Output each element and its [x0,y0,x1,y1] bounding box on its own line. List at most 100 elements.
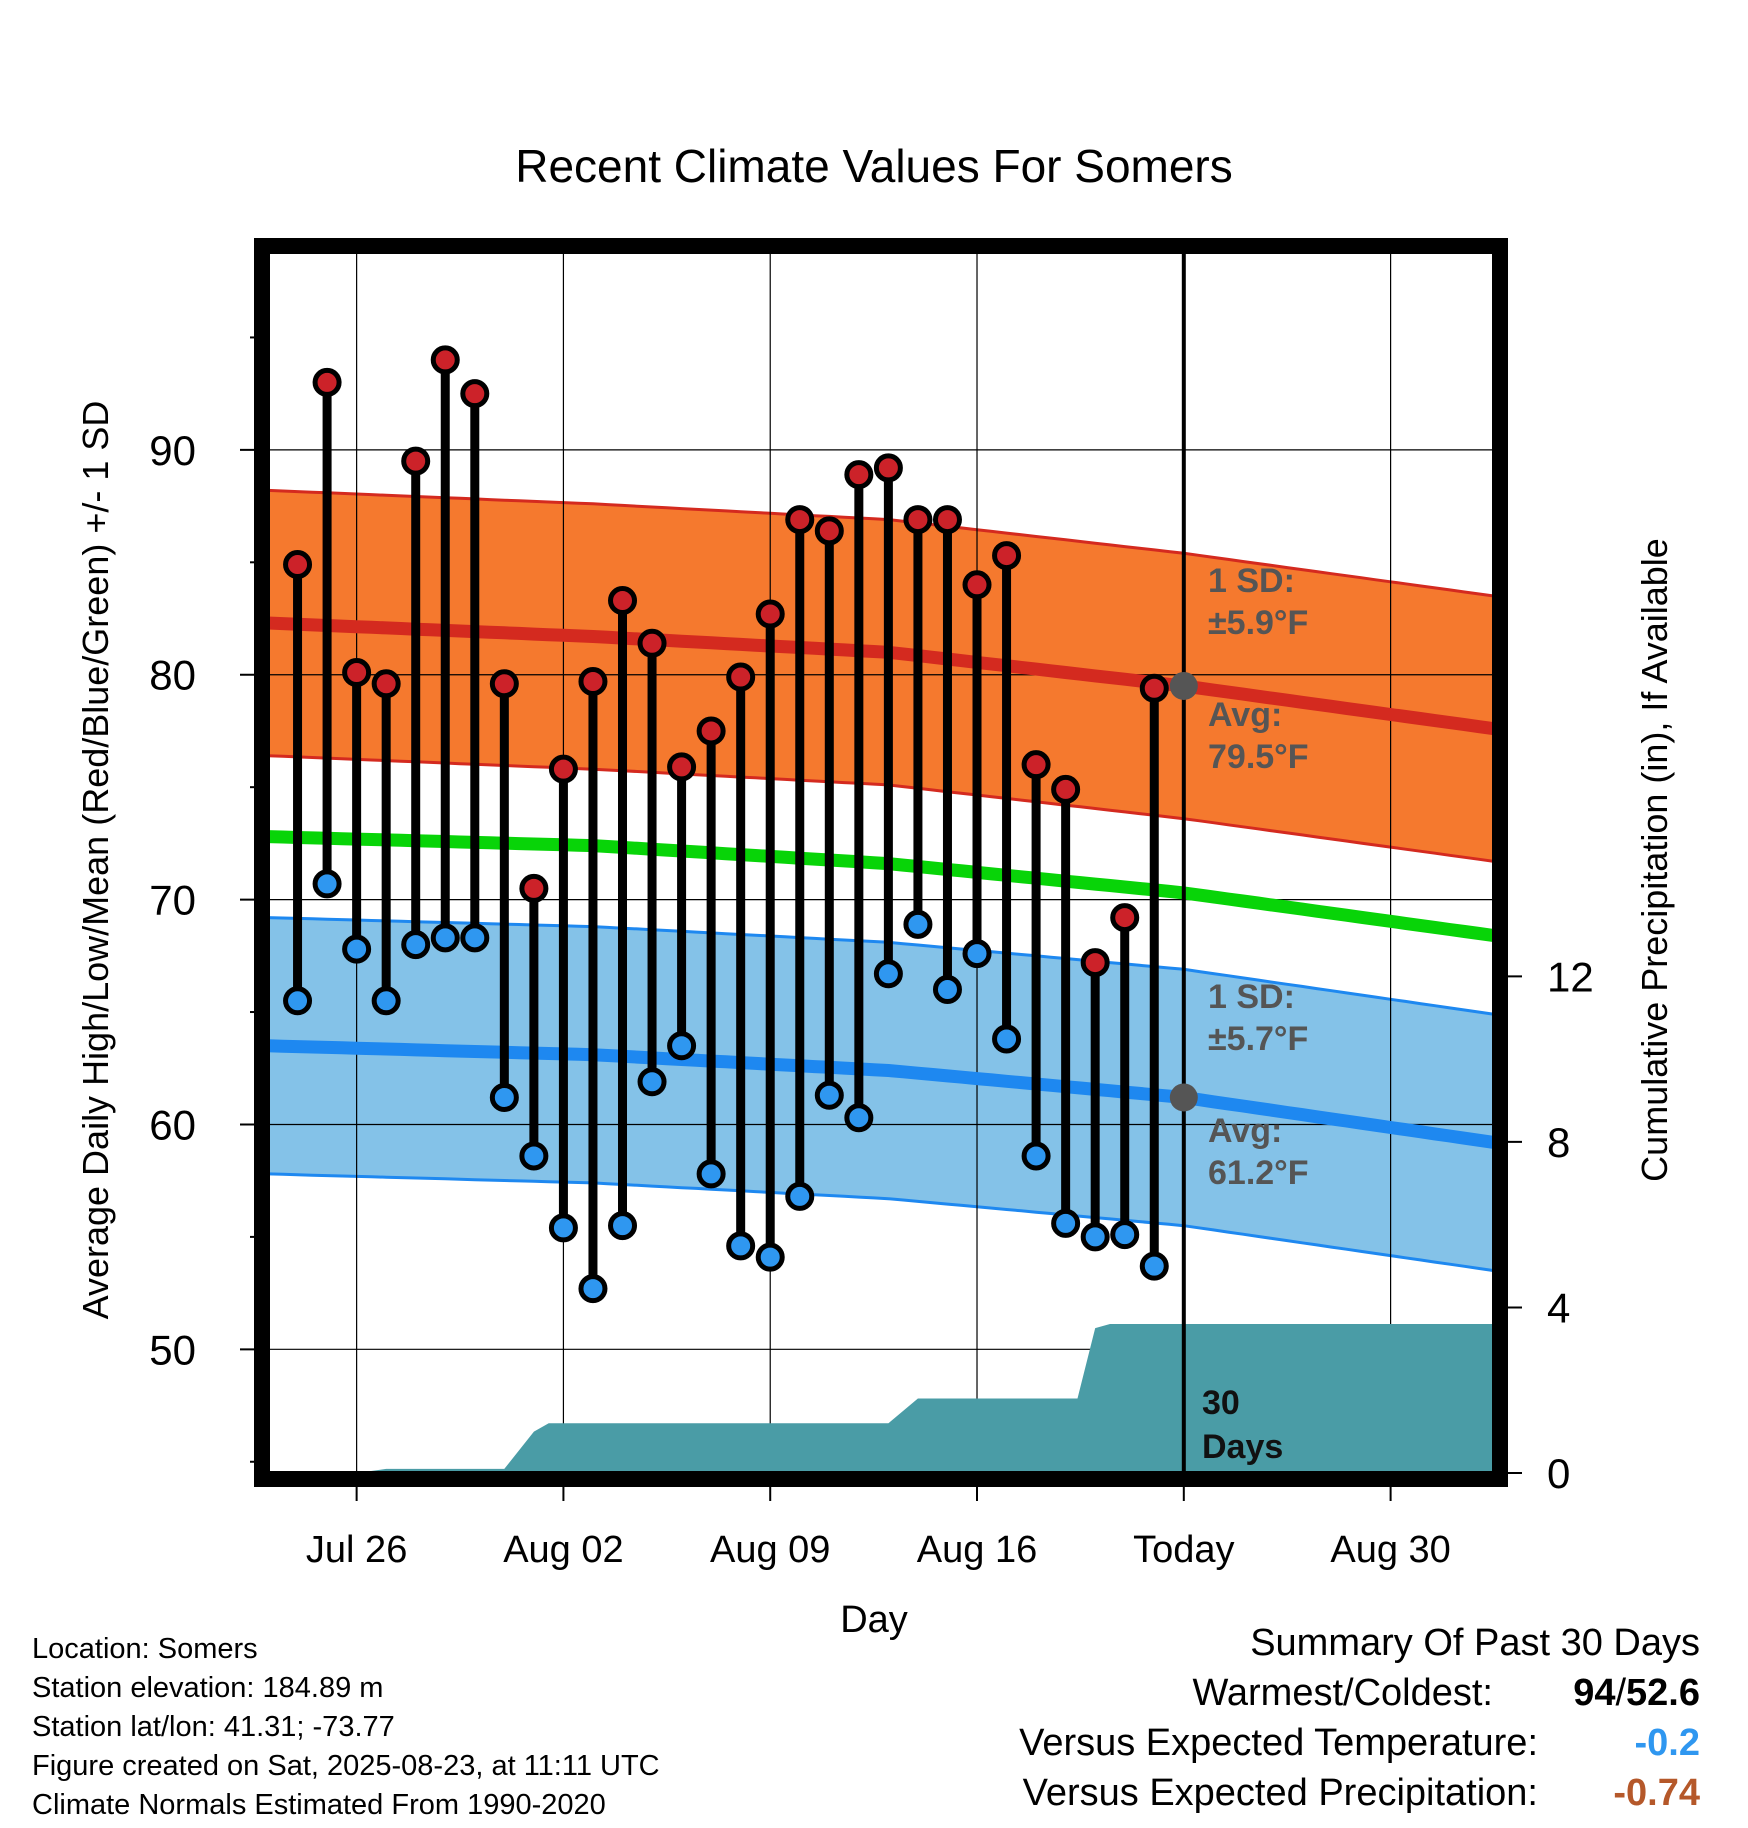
daily-high-marker [430,345,460,375]
x-tick-label: Jul 26 [306,1529,407,1571]
warm-cold-separator: / [1615,1672,1627,1714]
daily-low-marker [696,1159,726,1189]
summary-warm-value: 94/52.6 [1573,1672,1700,1715]
daily-high-marker [460,379,490,409]
daily-low-marker [1080,1222,1110,1252]
daily-low-marker [519,1141,549,1171]
summary-title: Summary Of Past 30 Days [1250,1622,1700,1664]
axis-ticks: 50 60 70 80 90 0 4 8 12 Jul 26 Aug 02 Aug 09 Aug 16 T… [149,336,1594,1571]
daily-high-marker [578,666,608,696]
daily-low-marker [401,930,431,960]
info-created: Figure created on Sat, 2025-08-23, at 11… [32,1750,660,1782]
daily-high-marker [1110,903,1140,933]
daily-high-marker [1139,673,1169,703]
daily-low-marker [548,1213,578,1243]
daily-low-marker [460,923,490,953]
daily-high-marker [489,669,519,699]
window-unit: Days [1202,1428,1283,1466]
daily-low-marker [489,1082,519,1112]
plot-area [268,252,1494,1473]
summary-temp-value: -0.2 [1634,1722,1700,1764]
daily-high-marker [755,599,785,629]
daily-low-marker [608,1211,638,1241]
window-number: 30 [1202,1384,1240,1422]
y2-axis-label: Cumulative Precipitation (in), If Availa… [1634,538,1675,1182]
low-sd-lower-edge [268,1172,1494,1273]
normal-mean-line [268,830,1494,943]
daily-high-marker [873,453,903,483]
daily-high-marker [312,367,342,397]
daily-high-marker [726,662,756,692]
daily-high-marker [1080,948,1110,978]
daily-low-marker [1051,1208,1081,1238]
daily-high-marker [519,873,549,903]
daily-high-marker [814,516,844,546]
y2-tick-label: 12 [1547,953,1594,1000]
y-tick-label: 80 [149,652,196,699]
daily-high-marker [342,657,372,687]
summary-temp-label: Versus Expected Temperature: [1019,1722,1538,1764]
daily-high-marker [637,628,667,658]
daily-low-marker [578,1274,608,1304]
daily-low-marker [932,975,962,1005]
y-tick-label: 60 [149,1101,196,1148]
daily-low-marker [726,1231,756,1261]
daily-high-marker [932,505,962,535]
warmest-value: 94 [1573,1672,1616,1714]
high-sd-value: ±5.9°F [1208,604,1308,642]
low-sd-value: ±5.7°F [1208,1020,1308,1058]
y-tick-label: 70 [149,877,196,924]
daily-low-marker [342,934,372,964]
x-tick-label: Aug 16 [917,1529,1037,1571]
daily-high-marker [283,550,313,580]
today-low-avg-marker [1169,1083,1198,1112]
x-axis-label: Day [840,1599,908,1641]
annotations: 1 SD: ±5.9°F Avg: 79.5°F 1 SD: ±5.7°F Av… [1202,562,1309,1466]
y2-tick-label: 8 [1547,1119,1570,1166]
summary-precip-label: Versus Expected Precipitation: [1022,1772,1538,1814]
daily-high-marker [608,586,638,616]
info-normals: Climate Normals Estimated From 1990-2020 [32,1789,606,1821]
daily-low-marker [1021,1141,1051,1171]
daily-high-marker [1051,774,1081,804]
daily-low-marker [755,1242,785,1272]
daily-high-marker [1021,750,1051,780]
daily-low-marker [1139,1251,1169,1281]
daily-low-marker [312,869,342,899]
daily-high-marker [962,570,992,600]
daily-high-marker [992,541,1022,571]
high-sd-band [268,490,1494,862]
info-elevation: Station elevation: 184.89 m [32,1672,384,1704]
coldest-value: 52.6 [1626,1672,1700,1714]
precip-layer [268,1324,1494,1473]
daily-low-marker [283,986,313,1016]
normal-low-line [268,1039,1494,1149]
x-tick-label: Aug 30 [1330,1529,1450,1571]
daily-high-marker [903,505,933,535]
high-avg-value: 79.5°F [1208,738,1309,776]
daily-high-marker [401,446,431,476]
daily-low-marker [844,1103,874,1133]
y2-tick-label: 0 [1547,1450,1570,1497]
daily-low-marker [430,923,460,953]
cumulative-precip-area [268,1324,1494,1473]
y-axis-label: Average Daily High/Low/Mean (Red/Blue/Gr… [75,401,116,1320]
x-tick-label: Aug 02 [503,1529,623,1571]
low-sd-label: 1 SD: [1208,978,1295,1016]
high-avg-label: Avg: [1208,696,1282,734]
high-sd-label: 1 SD: [1208,562,1295,600]
chart-title: Recent Climate Values For Somers [515,140,1233,192]
daily-high-marker [696,716,726,746]
today-high-avg-marker [1169,671,1198,700]
y-tick-label: 90 [149,427,196,474]
y2-tick-label: 4 [1547,1284,1570,1331]
daily-low-marker [814,1080,844,1110]
daily-low-marker [903,909,933,939]
daily-high-marker [844,460,874,490]
daily-high-marker [667,752,697,782]
daily-low-marker [1110,1220,1140,1250]
daily-low-marker [637,1067,667,1097]
info-location: Location: Somers [32,1633,258,1665]
daily-low-marker [962,939,992,969]
daily-range-stems [293,359,1159,1289]
